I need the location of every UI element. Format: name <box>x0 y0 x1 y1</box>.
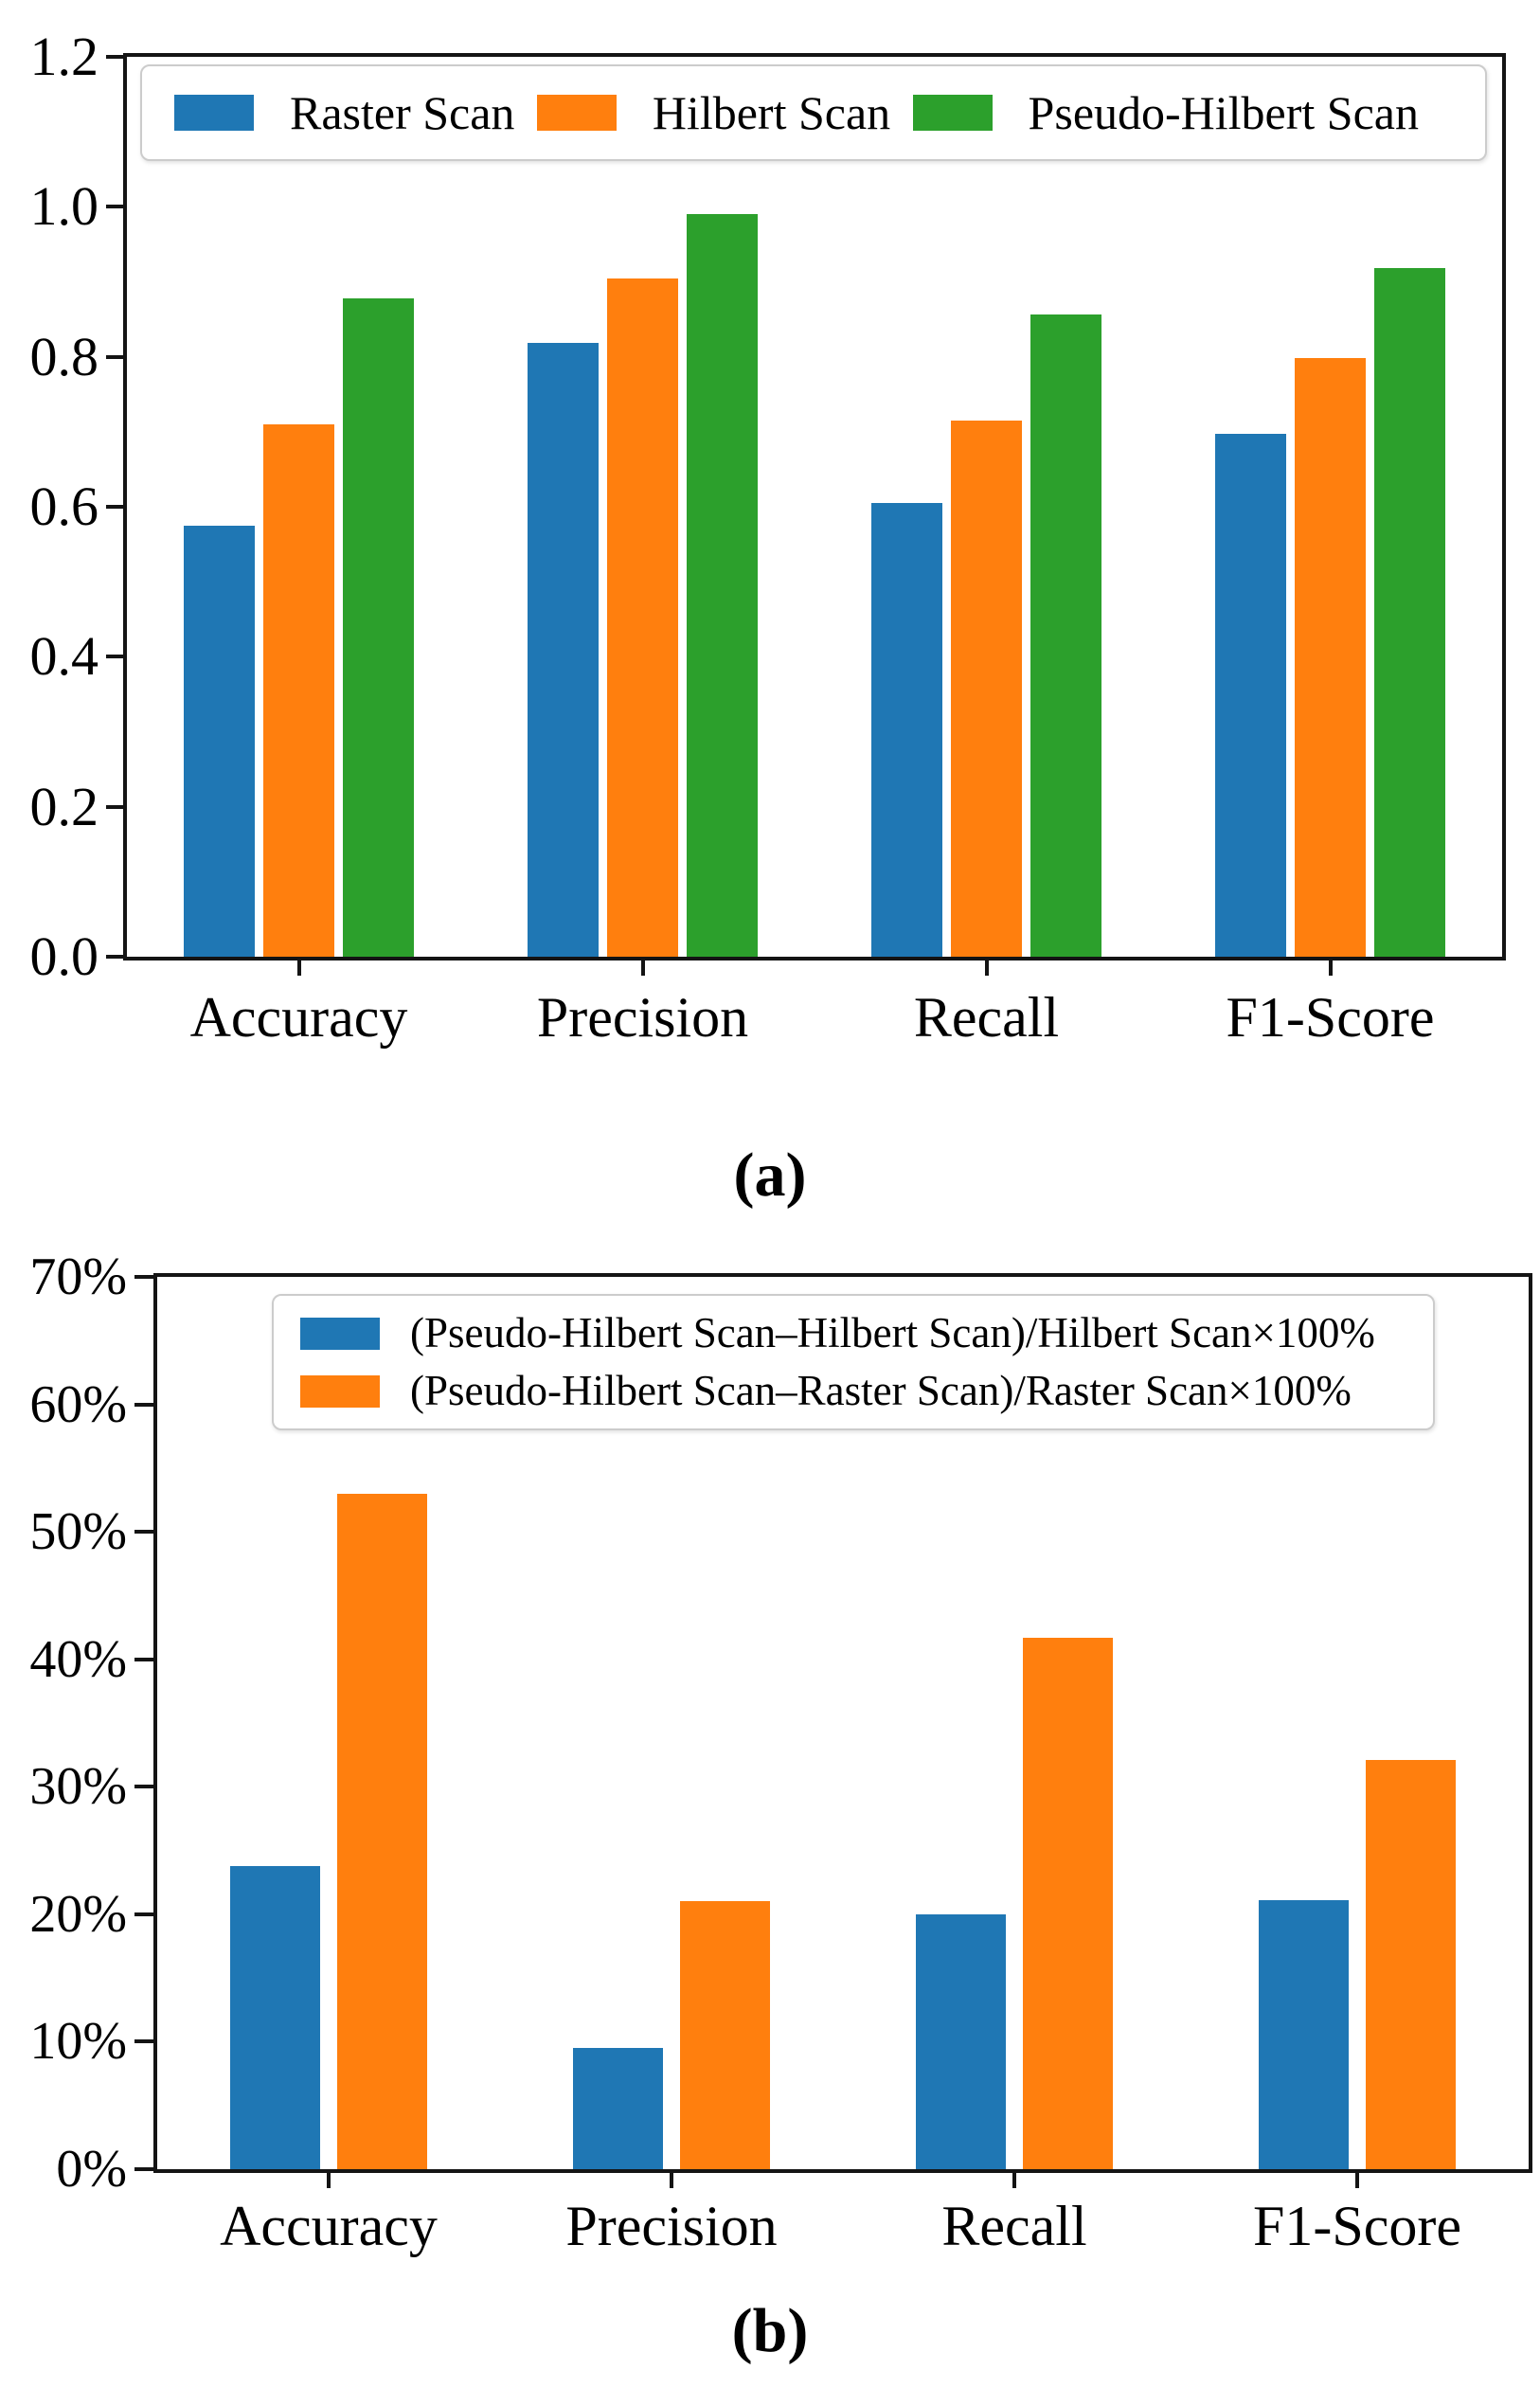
y-tick-mark <box>134 2039 153 2044</box>
legend-swatch-pseudo-hilbert-scan <box>912 95 993 131</box>
x-tick-mark <box>296 961 301 976</box>
y-tick-mark <box>134 2167 153 2171</box>
bar-pseudo-hilbert-scan-raster-scan-raster-s-f1-score <box>1366 1760 1456 2169</box>
x-tick-mark <box>327 2173 331 2188</box>
y-tick-label-0-4: 0.4 <box>29 625 99 688</box>
x-tick-mark <box>1355 2173 1359 2188</box>
y-tick-mark <box>134 1912 153 1916</box>
x-tick-label-recall: Recall <box>941 2195 1087 2257</box>
y-tick-label-0: 0% <box>56 2140 127 2199</box>
bar-pseudo-hilbert-scan-precision <box>687 214 758 957</box>
bar-pseudo-hilbert-scan-raster-scan-raster-s-recall <box>1023 1638 1113 2169</box>
legend-swatch-pseudo-hilbert-scan-raster-scan-raster-s <box>300 1374 380 1408</box>
y-tick-mark <box>134 1275 153 1279</box>
y-tick-mark <box>134 1530 153 1535</box>
y-tick-mark <box>106 205 123 209</box>
legend-label-pseudo-hilbert-scan: Pseudo-Hilbert Scan <box>1028 86 1419 139</box>
bar-hilbert-scan-f1-score <box>1295 358 1366 957</box>
y-tick-label-0-6: 0.6 <box>29 476 99 537</box>
bar-pseudo-hilbert-scan-f1-score <box>1374 268 1445 957</box>
legend-item-pseudo-hilbert-scan-raster-scan-raster-s: (Pseudo-Hilbert Scan–Raster Scan)/Raster… <box>300 1370 1406 1412</box>
bar-pseudo-hilbert-scan-hilbert-scan-hilbert-f1-score <box>1259 1900 1349 2169</box>
bar-raster-scan-precision <box>528 343 599 957</box>
x-tick-mark <box>640 961 645 976</box>
y-tick-label-0-0: 0.0 <box>29 925 99 987</box>
chart-b-caption: (b) <box>731 2296 809 2365</box>
bar-hilbert-scan-precision <box>607 278 678 957</box>
x-tick-label-precision: Precision <box>536 986 749 1049</box>
x-tick-label-accuracy: Accuracy <box>189 986 408 1049</box>
y-tick-label-20: 20% <box>29 1884 127 1944</box>
legend-item-hilbert-scan: Hilbert Scan <box>536 86 891 139</box>
bar-pseudo-hilbert-scan-hilbert-scan-hilbert-recall <box>916 1914 1006 2169</box>
y-tick-mark <box>106 655 123 659</box>
legend-item-pseudo-hilbert-scan-hilbert-scan-hilbert: (Pseudo-Hilbert Scan–Hilbert Scan)/Hilbe… <box>300 1312 1406 1355</box>
legend-label-hilbert-scan: Hilbert Scan <box>652 86 891 139</box>
y-tick-label-30: 30% <box>29 1757 127 1817</box>
y-tick-mark <box>134 1785 153 1789</box>
bar-raster-scan-accuracy <box>184 526 255 957</box>
y-tick-label-1-2: 1.2 <box>29 26 99 87</box>
y-tick-mark <box>134 1657 153 1661</box>
chart-a-plot-area: Raster Scan Hilbert Scan Pseudo-Hilbert Sc… <box>30 29 1506 1046</box>
chart-a-caption: (a) <box>733 1140 807 1210</box>
y-tick-label-0-2: 0.2 <box>29 775 99 837</box>
x-tick-label-precision: Precision <box>565 2195 778 2257</box>
y-tick-mark <box>106 505 123 509</box>
x-tick-label-f1-score: F1-Score <box>1226 986 1435 1049</box>
chart-b-plot-area: (Pseudo-Hilbert Scan–Hilbert Scan)/Hilbe… <box>29 1250 1532 2254</box>
bar-hilbert-scan-accuracy <box>263 424 334 957</box>
bar-pseudo-hilbert-scan-hilbert-scan-hilbert-accuracy <box>230 1866 320 2169</box>
x-tick-mark <box>670 2173 673 2188</box>
y-tick-label-40: 40% <box>29 1629 127 1689</box>
y-tick-mark <box>106 55 123 59</box>
y-tick-mark <box>134 1402 153 1407</box>
legend-swatch-hilbert-scan <box>536 95 617 131</box>
legend-swatch-raster-scan <box>174 95 254 131</box>
x-tick-mark <box>1012 2173 1016 2188</box>
bar-pseudo-hilbert-scan-hilbert-scan-hilbert-precision <box>573 2048 663 2169</box>
bar-raster-scan-recall <box>871 503 942 957</box>
bar-pseudo-hilbert-scan-recall <box>1030 314 1101 957</box>
legend-label-pseudo-hilbert-scan-hilbert-scan-hilbert: (Pseudo-Hilbert Scan–Hilbert Scan)/Hilbe… <box>410 1309 1375 1356</box>
legend-label-raster-scan: Raster Scan <box>290 86 515 139</box>
y-tick-label-0-8: 0.8 <box>29 325 99 387</box>
y-tick-label-70: 70% <box>29 1248 127 1306</box>
bar-pseudo-hilbert-scan-raster-scan-raster-s-precision <box>680 1901 770 2169</box>
chart-b-legend: (Pseudo-Hilbert Scan–Hilbert Scan)/Hilbe… <box>272 1294 1435 1430</box>
bar-pseudo-hilbert-scan-raster-scan-raster-s-accuracy <box>337 1494 427 2169</box>
y-tick-label-10: 10% <box>29 2012 127 2072</box>
x-tick-label-recall: Recall <box>913 986 1060 1049</box>
x-tick-label-accuracy: Accuracy <box>220 2195 438 2257</box>
y-tick-mark <box>106 804 123 809</box>
y-tick-label-60: 60% <box>29 1374 127 1434</box>
y-tick-label-1-0: 1.0 <box>29 175 99 238</box>
legend-swatch-pseudo-hilbert-scan-hilbert-scan-hilbert <box>300 1317 380 1350</box>
legend-item-raster-scan: Raster Scan <box>174 89 514 136</box>
y-tick-mark <box>106 955 123 959</box>
chart-a-legend: Raster Scan Hilbert Scan Pseudo-Hilbert Sc… <box>140 64 1487 161</box>
legend-label-pseudo-hilbert-scan-raster-scan-raster-s: (Pseudo-Hilbert Scan–Raster Scan)/Raster… <box>410 1367 1352 1414</box>
bar-raster-scan-f1-score <box>1215 434 1286 957</box>
y-tick-label-50: 50% <box>29 1502 127 1562</box>
y-tick-mark <box>106 354 123 359</box>
legend-item-pseudo-hilbert-scan: Pseudo-Hilbert Scan <box>912 86 1419 139</box>
x-tick-mark <box>1328 961 1333 976</box>
bar-hilbert-scan-recall <box>951 421 1022 957</box>
x-tick-mark <box>984 961 989 976</box>
bar-pseudo-hilbert-scan-accuracy <box>343 298 414 957</box>
x-tick-label-f1-score: F1-Score <box>1253 2195 1461 2257</box>
